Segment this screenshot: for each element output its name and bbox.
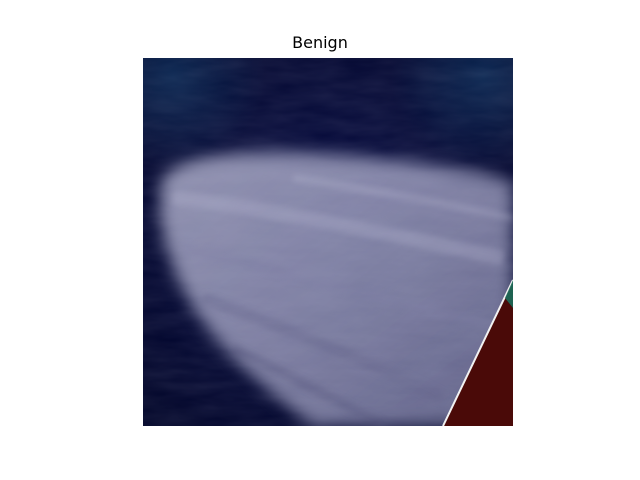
figure-title: Benign (292, 33, 348, 52)
heatmap-overlay-image (143, 58, 513, 426)
